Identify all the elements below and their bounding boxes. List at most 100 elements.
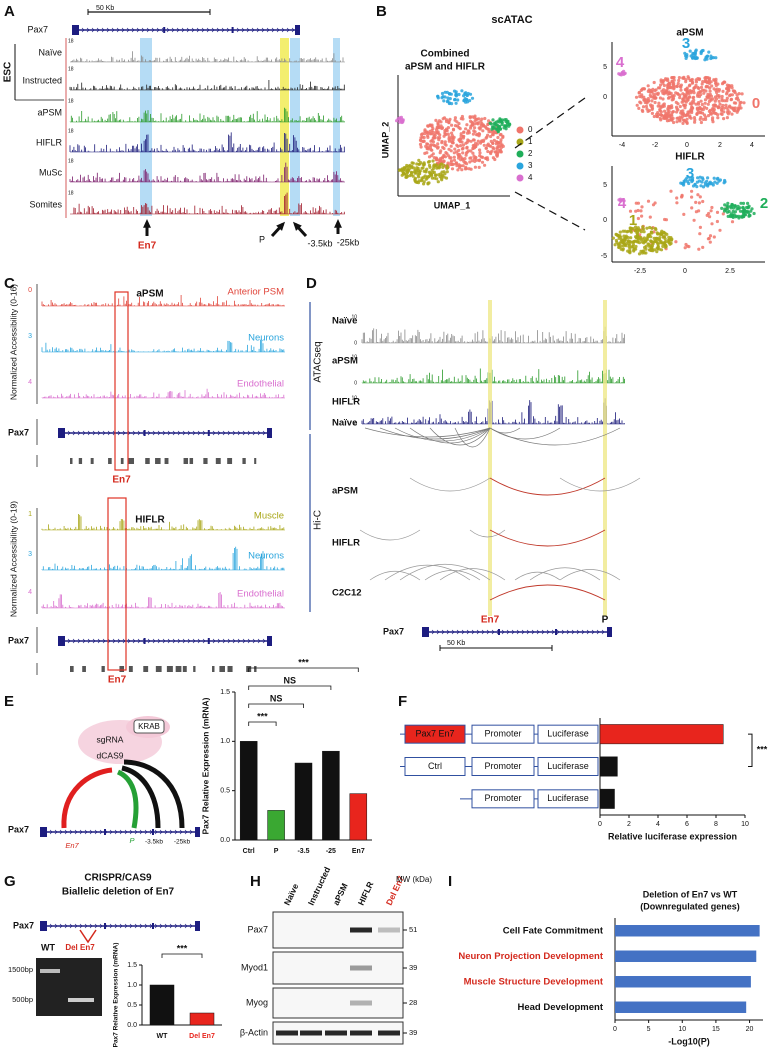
umap-point [661,79,666,83]
hic-arc [489,427,621,446]
umap-point [495,153,499,157]
umap-point [646,235,650,239]
umap-point [454,162,458,166]
track-label: HIFLR [36,137,63,147]
umap-point [646,84,650,88]
umap-point [676,81,680,86]
umap-point [493,150,497,154]
umap-point [498,127,503,131]
umap-point [675,91,680,96]
umap-point [443,172,447,176]
umap-point [637,106,641,110]
umap-point [696,176,700,180]
umap-point [430,125,434,129]
umap-point [716,82,720,86]
umap-point [468,119,473,123]
umap-point [481,129,485,133]
construct-box [471,724,535,744]
umap-point [418,142,423,146]
umap-point [453,97,457,102]
umap-point [645,107,649,111]
umap-point [689,91,693,95]
umap-point [445,170,449,174]
umap-point [464,127,468,131]
element-block [254,666,257,672]
track-scale: 18 [68,98,74,104]
track-id: 4 [28,589,32,596]
loop [121,765,161,829]
element-block [145,458,150,464]
umap-point [477,117,481,121]
umap-point [701,245,705,249]
umap-point [454,101,458,105]
umap-point [715,90,719,95]
umap-point [713,111,717,115]
hic-arc [489,529,606,547]
umap-point [710,84,714,88]
umap-point [645,98,649,102]
umap-point [682,76,686,80]
element-block [119,666,125,672]
umap-point [436,180,440,184]
umap-point [472,116,476,120]
umap-point [638,94,642,99]
element-block [227,458,233,464]
umap-point [628,251,632,255]
hic-arc [514,571,561,581]
track-label: Endothelial [237,379,284,390]
umap-point [730,86,734,90]
blot [272,911,404,949]
label: aPSM and HIFLR [405,62,486,73]
umap-point [422,161,426,165]
umap-point [456,98,460,102]
track-scale: 18 [68,158,74,164]
label: Pax7 [247,924,268,934]
umap-point [478,154,482,158]
umap-point [450,167,455,171]
track-scale: 18 [68,38,74,44]
y-tick-label: 1.0 [127,982,137,989]
umap-point [742,215,746,219]
umap-point [459,144,463,148]
legend-swatch [516,162,524,170]
umap-point [639,209,643,213]
umap-point [667,95,671,100]
umap-point [473,159,477,163]
exon [40,827,47,837]
signal-track [69,162,345,182]
exon [58,636,65,646]
label: 50 Kb [447,640,465,647]
umap-point [639,249,643,253]
umap-point [431,152,435,156]
umap-point [646,109,650,113]
umap-point [722,106,726,110]
hic-arc [469,529,506,538]
umap-point [693,183,697,187]
exon [195,827,200,837]
umap-point [642,98,646,102]
umap-point [461,136,465,140]
legend-label: 4 [528,173,533,182]
lane-label: Instructed [306,865,332,906]
exon [40,921,47,931]
umap-point [457,126,461,130]
umap-point [692,98,696,102]
umap-point [623,239,627,243]
blot-band [378,1030,400,1036]
umap-point [438,158,442,163]
umap-point [436,121,440,125]
label: HIFLR [135,515,165,526]
umap-point [408,163,412,168]
umap-point [716,116,720,120]
umap-point [486,158,490,162]
hic-arc [399,564,491,581]
exon [58,428,65,438]
umap-point [671,96,676,100]
hic-arc [529,567,601,581]
umap-point [712,176,716,180]
umap-point [733,106,737,110]
x-tick-label: 8 [714,821,718,828]
label: En7 [138,241,157,252]
umap-point [416,173,420,177]
track-label: HIFLR [332,538,360,549]
